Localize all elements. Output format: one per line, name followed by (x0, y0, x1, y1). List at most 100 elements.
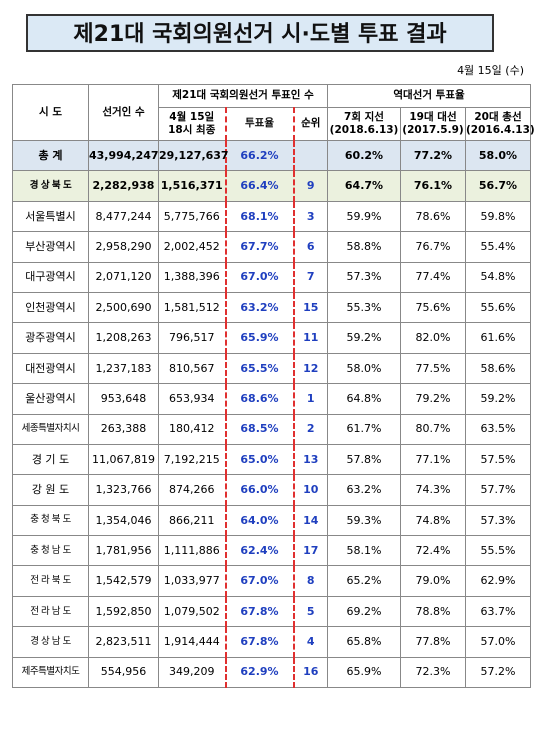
value-cell: 5,775,766 (158, 200, 226, 233)
region-cell: 경 상 남 도 (12, 626, 89, 658)
region-cell: 대전광역시 (12, 352, 89, 385)
value-cell: 65.8% (327, 626, 401, 658)
value-cell: 63.5% (465, 413, 531, 445)
value-cell: 77.4% (400, 261, 466, 293)
header-cell: 20대 총선 (2016.4.13) (465, 107, 535, 141)
value-cell: 1,581,512 (158, 291, 226, 324)
value-cell: 66.0% (224, 474, 295, 506)
value-cell: 75.6% (400, 291, 466, 324)
value-cell: 67.8% (224, 626, 295, 658)
value-cell: 77.1% (400, 443, 466, 476)
value-cell: 57.2% (465, 656, 531, 689)
table-row: 충 청 남 도 1,781,956 1,111,886 62.4% 17 58.1% 72.… (12, 535, 531, 567)
table-row: 제주특별자치도 554,956 349,209 62.9% 16 65.9% 72.3% 57… (12, 656, 531, 689)
value-cell: 57.3% (465, 504, 531, 537)
value-cell: 68.6% (224, 383, 295, 415)
region-cell: 서울특별시 (12, 200, 89, 233)
table-row: 부산광역시 2,958,290 2,002,452 67.7% 6 58.8% 76.7% 5… (12, 231, 531, 263)
table-row: 광주광역시 1,208,263 796,517 65.9% 11 59.2% 82.0% 61… (12, 322, 531, 354)
value-cell: 66.2% (224, 139, 295, 172)
header-cell: 제21대 국회의원선거 투표인 수 (158, 84, 328, 108)
value-cell: 65.9% (327, 656, 401, 689)
value-cell: 180,412 (158, 413, 226, 445)
value-cell: 59.2% (327, 322, 401, 354)
value-cell: 59.8% (465, 200, 531, 233)
value-cell: 1,542,579 (88, 565, 159, 597)
value-cell: 63.2% (224, 291, 295, 324)
value-cell: 65.0% (224, 443, 295, 476)
value-cell: 15 (293, 291, 328, 324)
value-cell: 80.7% (400, 413, 466, 445)
value-cell: 79.2% (400, 383, 466, 415)
region-cell: 광주광역시 (12, 322, 89, 354)
value-cell: 57.7% (465, 474, 531, 506)
table-row: 서울특별시 8,477,244 5,775,766 68.1% 3 59.9% 78.6% 5… (12, 200, 531, 233)
value-cell: 77.2% (400, 139, 466, 172)
value-cell: 1,388,396 (158, 261, 226, 293)
value-cell: 55.3% (327, 291, 401, 324)
value-cell: 1,033,977 (158, 565, 226, 597)
value-cell: 9 (293, 170, 328, 202)
table-row: 경 상 북 도 2,282,938 1,516,371 66.4% 9 64.7% 76.1… (12, 170, 531, 202)
value-cell: 2,282,938 (88, 170, 159, 202)
value-cell: 2,071,120 (88, 261, 159, 293)
value-cell: 74.3% (400, 474, 466, 506)
value-cell: 58.0% (327, 352, 401, 385)
header-cell: 순위 (293, 107, 328, 141)
value-cell: 8 (293, 565, 328, 597)
region-cell: 전 라 남 도 (12, 595, 89, 628)
table-row: 경 상 남 도 2,823,511 1,914,444 67.8% 4 65.8% 77.8… (12, 626, 531, 658)
value-cell: 68.1% (224, 200, 295, 233)
value-cell: 3 (293, 200, 328, 233)
header-cell: 4월 15일 18시 최종 (158, 107, 226, 141)
value-cell: 43,994,247 (88, 139, 159, 172)
value-cell: 1,516,371 (158, 170, 226, 202)
region-cell: 울산광역시 (12, 383, 89, 415)
value-cell: 82.0% (400, 322, 466, 354)
value-cell: 953,648 (88, 383, 159, 415)
value-cell: 2 (293, 413, 328, 445)
value-cell: 57.0% (465, 626, 531, 658)
value-cell: 59.2% (465, 383, 531, 415)
value-cell: 796,517 (158, 322, 226, 354)
value-cell: 59.9% (327, 200, 401, 233)
value-cell: 69.2% (327, 595, 401, 628)
region-cell: 총 계 (12, 139, 89, 172)
region-cell: 충 청 북 도 (12, 504, 89, 537)
table-row: 충 청 북 도 1,354,046 866,211 64.0% 14 59.3% 74.8%… (12, 504, 531, 537)
value-cell: 13 (293, 443, 328, 476)
value-cell: 4 (293, 626, 328, 658)
header-cell: 7회 지선 (2018.6.13) (327, 107, 401, 141)
value-cell: 79.0% (400, 565, 466, 597)
value-cell: 12 (293, 352, 328, 385)
value-cell: 77.8% (400, 626, 466, 658)
value-cell: 67.0% (224, 261, 295, 293)
value-cell: 10 (293, 474, 328, 506)
value-cell: 76.1% (400, 170, 466, 202)
value-cell: 61.6% (465, 322, 531, 354)
value-cell: 59.3% (327, 504, 401, 537)
value-cell: 1,592,850 (88, 595, 159, 628)
value-cell: 17 (293, 535, 328, 567)
value-cell: 57.8% (327, 443, 401, 476)
value-cell: 56.7% (465, 170, 531, 202)
value-cell: 2,823,511 (88, 626, 159, 658)
header-cell: 시 도 (12, 84, 89, 141)
value-cell: 8,477,244 (88, 200, 159, 233)
value-cell: 72.3% (400, 656, 466, 689)
value-cell: 1,914,444 (158, 626, 226, 658)
table-row: 전 라 북 도 1,542,579 1,033,977 67.0% 8 65.2% 79.0… (12, 565, 531, 597)
value-cell: 55.6% (465, 291, 531, 324)
header-cell: 19대 대선 (2017.5.9) (400, 107, 466, 141)
value-cell: 29,127,637 (158, 139, 229, 172)
value-cell: 76.7% (400, 231, 466, 263)
value-cell: 349,209 (158, 656, 226, 689)
value-cell: 65.9% (224, 322, 295, 354)
header-cell: 투표율 (224, 107, 295, 141)
value-cell: 1,354,046 (88, 504, 159, 537)
table-row: 인천광역시 2,500,690 1,581,512 63.2% 15 55.3% 75.6%… (12, 291, 531, 324)
value-cell: 67.8% (224, 595, 295, 628)
value-cell: 866,211 (158, 504, 226, 537)
value-cell: 64.7% (327, 170, 401, 202)
value-cell: 58.0% (465, 139, 531, 172)
